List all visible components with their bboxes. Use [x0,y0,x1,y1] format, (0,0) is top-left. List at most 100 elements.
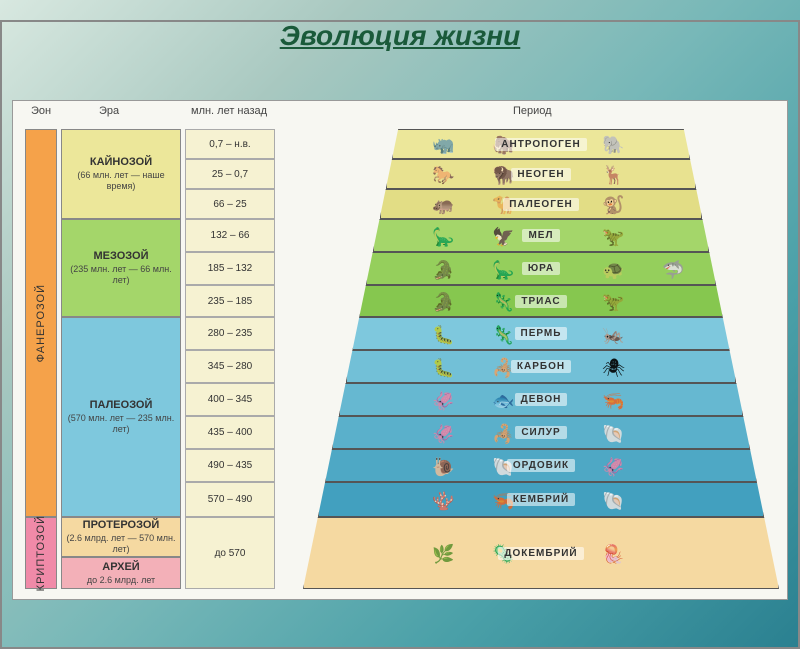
organism-icon: 🪼 [602,544,624,565]
time-cell: 400 – 345 [185,383,275,416]
era-subtitle: (2.6 млрд. лет — 570 млн. лет) [62,533,180,555]
era-архей: АРХЕЙдо 2.6 млрд. лет [61,557,181,589]
eon-фанерозой: ФАНЕРОЗОЙ [25,129,57,517]
organism-icon: 🦅 [492,227,514,248]
organism-icon: 🦎 [492,292,514,313]
time-cell: 235 – 185 [185,285,275,317]
era-subtitle: (235 млн. лет — 66 млн. лет) [62,264,180,286]
era-name: АРХЕЙ [102,561,139,573]
time-cell: 66 – 25 [185,189,275,219]
period-label: ПАЛЕОГЕН [503,198,579,211]
period-label: ДОКЕМБРИЙ [498,547,583,560]
organism-icon: 🦐 [602,391,624,412]
period-мел: МЕЛ 🦅 🦖 🦕 [373,219,710,252]
organism-icon: 🐘 [602,135,624,156]
organism-icon: 🌿 [432,544,454,565]
organism-icon: 🦂 [492,424,514,445]
organism-icon: 🐊 [432,292,454,313]
period-юра: ЮРА 🦕 🐢 🐊 🦈 [366,252,716,285]
organism-icon: 🦖 [602,227,624,248]
period-пермь: ПЕРМЬ🦎 🦗 🐛 [352,317,729,350]
organism-icon: 🦖 [602,292,624,313]
organism-icon: 🐎 [432,165,454,186]
organism-icon: 🐊 [432,260,454,281]
era-name: ПРОТЕРОЗОЙ [83,519,160,531]
eon-label: КРИПТОЗОЙ [35,515,47,591]
organism-icon: 🦛 [432,195,454,216]
period-label: ЮРА [522,262,560,275]
time-cell: 132 – 66 [185,219,275,252]
eon-криптозой: КРИПТОЗОЙ [25,517,57,589]
organism-icon: 🐛 [432,325,454,346]
era-subtitle: (570 млн. лет — 235 млн. лет) [62,413,180,435]
period-ордовик: ОРДОВИК🐚🦑🐌 [325,449,757,482]
organism-icon: 🦑 [432,391,454,412]
period-label: ДЕВОН [515,393,568,406]
time-cell: 435 – 400 [185,416,275,449]
period-неоген: НЕОГЕН🦬🦌🐎 [386,159,696,189]
time-cell: до 570 [185,517,275,589]
organism-icon: 🦕 [492,260,514,281]
time-cell: 490 – 435 [185,449,275,482]
organism-icon: 🐟 [492,391,514,412]
period-кембрий: КЕМБРИЙ🦐🐚🪸 [318,482,764,517]
period-label: СИЛУР [515,426,566,439]
organism-icon: 🦑 [602,457,624,478]
organism-icon: 🦑 [432,424,454,445]
time-cell: 345 – 280 [185,350,275,383]
time-cell: 0,7 – н.в. [185,129,275,159]
organism-icon: 🐚 [602,491,624,512]
period-силур: СИЛУР🦂 🐚 🦑 [332,416,750,449]
organism-icon: 🐛 [432,358,454,379]
organism-icon: 🦈 [662,260,684,281]
period-label: КАРБОН [511,360,571,373]
organism-icon: 🐢 [602,260,624,281]
column-headers: Эон Эра млн. лет назад Период [13,105,787,125]
period-label: МЕЛ [522,229,559,242]
period-label: ОРДОВИК [507,459,575,472]
era-name: КАЙНОЗОЙ [90,156,152,168]
period-label: АНТРОПОГЕН [495,138,586,151]
header-period: Период [513,105,552,117]
header-time: млн. лет назад [191,105,267,117]
period-label: ТРИАС [515,295,566,308]
organism-icon: 🦏 [432,135,454,156]
period-pyramid: АНТРОПОГЕН🦣🐘🦏НЕОГЕН🦬🦌🐎ПАЛЕОГЕН🐪🐒🦛МЕЛ🦅🦖🦕Ю… [303,129,779,589]
era-name: ПАЛЕОЗОЙ [90,399,153,411]
eon-label: ФАНЕРОЗОЙ [35,284,47,362]
era-column: КАЙНОЗОЙ (66 млн. лет — наше время) МЕЗОЗО… [61,129,181,589]
period-карбон: КАРБОН🦂🕷🐛 [346,350,737,383]
period-докембрий: ДОКЕМБРИЙ🦠🪼🌿 [303,517,779,589]
era-кайнозой: КАЙНОЗОЙ (66 млн. лет — наше время) [61,129,181,219]
era-протерозой: ПРОТЕРОЗОЙ (2.6 млрд. лет — 570 млн. лет) [61,517,181,557]
period-девон: ДЕВОН🐟 🦐 🦑 [339,383,743,416]
organism-icon: 🦎 [492,325,514,346]
organism-icon: 🦗 [602,325,624,346]
era-name: МЕЗОЗОЙ [93,250,148,262]
eon-column: ФАНЕРОЗОЙ КРИПТОЗОЙ [25,129,57,589]
period-антропоген: АНТРОПОГЕН🦣🐘🦏 [392,129,690,159]
time-cell: 25 – 0,7 [185,159,275,189]
time-cell: 280 – 235 [185,317,275,350]
organism-icon: 🕷 [602,358,625,379]
period-триас: ТРИАС🦎 🦖 🐊 [359,285,722,317]
time-column: 0,7 – н.в.25 – 0,766 – 25132 – 66185 – 1… [185,129,275,589]
period-label: ПЕРМЬ [515,327,568,340]
period-label: НЕОГЕН [511,168,570,181]
header-era: Эра [99,105,119,117]
organism-icon: 🐚 [602,424,624,445]
header-eon: Эон [31,105,51,117]
time-cell: 185 – 132 [185,252,275,285]
organism-icon: 🦕 [432,227,454,248]
geologic-chart: Эон Эра млн. лет назад Период ФАНЕРОЗОЙ К… [12,100,788,600]
era-палеозой: ПАЛЕОЗОЙ (570 млн. лет — 235 млн. лет) [61,317,181,517]
organism-icon: 🪸 [432,491,454,512]
organism-icon: 🐌 [432,457,454,478]
period-палеоген: ПАЛЕОГЕН🐪🐒🦛 [380,189,703,219]
period-label: КЕМБРИЙ [507,493,575,506]
era-мезозой: МЕЗОЗОЙ (235 млн. лет — 66 млн. лет) [61,219,181,317]
organism-icon: 🦌 [602,165,624,186]
era-subtitle: (66 млн. лет — наше время) [62,170,180,192]
organism-icon: 🐒 [602,195,624,216]
time-cell: 570 – 490 [185,482,275,517]
